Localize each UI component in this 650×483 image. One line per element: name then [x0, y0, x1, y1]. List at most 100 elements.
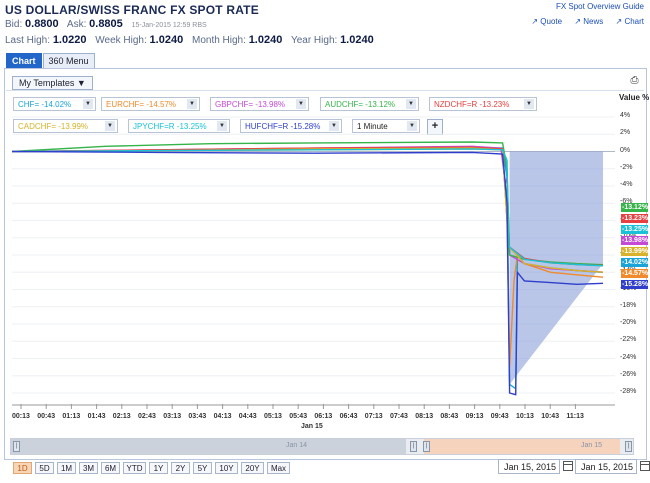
x-tick-label: 11:13 — [566, 413, 584, 420]
month-high-label: Month High: — [191, 35, 246, 46]
series-select-nzdchf[interactable]: NZDCHF=R -13.23% ▼ — [429, 97, 537, 111]
x-tick-label: 08:43 — [440, 413, 459, 420]
y-tick-label: 0% — [620, 146, 631, 154]
scroller-label-jan14: Jan 14 — [286, 442, 308, 449]
chevron-down-icon: ▼ — [105, 121, 115, 131]
date-from-input[interactable]: Jan 15, 2015 — [498, 459, 560, 474]
chart-icon: ↗ — [615, 17, 623, 26]
timestamp: 15-Jan-2015 12:59 RBS — [131, 22, 207, 29]
x-tick-label: 04:13 — [213, 413, 232, 420]
y-tick-label: -4% — [620, 181, 633, 188]
last-value-badge: -14.57% — [621, 269, 649, 278]
scroller-right-handle[interactable]: | — [423, 441, 430, 452]
scroller-history-region — [11, 439, 406, 454]
quote-link[interactable]: ↗ Quote — [531, 17, 562, 26]
guide-link[interactable]: FX Spot Overview Guide — [555, 2, 644, 11]
scroller-left-handle[interactable]: | — [410, 441, 417, 452]
x-tick-label: 02:43 — [138, 413, 156, 420]
range-button-1m[interactable]: 1M — [57, 462, 76, 474]
y-tick-label: -22% — [620, 336, 637, 344]
news-icon: ↗ — [574, 17, 582, 26]
range-button-2y[interactable]: 2Y — [171, 462, 190, 474]
calendar-icon[interactable] — [640, 461, 650, 471]
year-high-label: Year High: — [290, 35, 338, 46]
x-tick-label: 01:13 — [62, 413, 81, 420]
week-high-value: 1.0240 — [149, 34, 184, 46]
series-lines — [11, 141, 604, 396]
series-line-hufchfr — [11, 150, 604, 396]
x-tick-label: 09:13 — [465, 413, 484, 420]
series-select-chf[interactable]: CHF= -14.02% ▼ — [13, 97, 96, 111]
x-tick-label: 07:43 — [390, 413, 408, 420]
x-tick-label: 08:13 — [415, 413, 434, 420]
series-select-label: NZDCHF=R -13.23% — [434, 100, 510, 109]
scroller-left-end[interactable]: | — [13, 441, 20, 452]
range-button-3m[interactable]: 3M — [79, 462, 98, 474]
x-tick-label: 09:43 — [490, 413, 509, 420]
range-button-5d[interactable]: 5D — [35, 462, 54, 474]
series-select-label: JPYCHF=R -13.25% — [133, 122, 207, 131]
scroller-selected-region[interactable] — [424, 439, 620, 454]
template-bar: My Templates ▼ ⎙ — [6, 74, 644, 91]
series-select-audchf[interactable]: AUDCHF= -13.12% ▼ — [320, 97, 419, 111]
range-button-5y[interactable]: 5Y — [193, 462, 212, 474]
range-scroller[interactable]: | | | | Jan 14 Jan 15 — [10, 438, 634, 455]
quote-icon: ↗ — [531, 17, 539, 26]
y-tick-label: -24% — [620, 353, 637, 361]
range-button-1y[interactable]: 1Y — [149, 462, 168, 474]
y-tick-label: -6% — [620, 198, 633, 206]
series-select-label: HUFCHF=R -15.28% — [245, 122, 321, 131]
top-links: FX Spot Overview Guide ↗ Quote ↗ News ↗ … — [521, 2, 644, 26]
chevron-down-icon: ▼ — [296, 99, 306, 109]
y-tick-label: -2% — [620, 163, 633, 171]
news-link[interactable]: ↗ News — [574, 17, 603, 26]
calendar-icon[interactable] — [563, 461, 573, 471]
chart-link[interactable]: ↗ Chart — [616, 17, 645, 26]
last-value-badge: -15.28% — [621, 280, 649, 289]
y-tick-label: -28% — [620, 388, 637, 395]
range-button-6m[interactable]: 6M — [101, 462, 120, 474]
range-button-1d[interactable]: 1D — [13, 462, 32, 474]
series-select-eurchf[interactable]: EURCHF= -14.57% ▼ — [101, 97, 200, 111]
chevron-down-icon: ▼ — [217, 121, 227, 131]
printer-icon[interactable]: ⎙ — [630, 75, 639, 86]
date-to-input[interactable]: Jan 15, 2015 — [575, 459, 637, 474]
x-tick-label: 01:43 — [87, 413, 106, 420]
scroller-right-end[interactable]: | — [625, 441, 632, 452]
x-tick-label: 05:13 — [264, 413, 282, 420]
last-value-badge: -13.25% — [621, 225, 649, 234]
series-select-label: EURCHF= -14.57% — [106, 100, 177, 109]
date-label: Jan 15 — [301, 423, 323, 430]
x-tick-label: 07:13 — [364, 413, 383, 420]
last-high-value: 1.0220 — [52, 34, 87, 46]
series-line-jpychfr — [11, 148, 604, 267]
series-select-label: CHF= -14.02% — [18, 100, 72, 109]
interval-select[interactable]: 1 Minute ▼ — [352, 119, 420, 133]
series-select-cadchf[interactable]: CADCHF= -13.99% ▼ — [13, 119, 118, 133]
series-select-hufchf[interactable]: HUFCHF=R -15.28% ▼ — [240, 119, 342, 133]
x-tick-label: 06:13 — [314, 413, 333, 420]
x-tick-label: 00:13 — [12, 413, 30, 420]
range-button-10y[interactable]: 10Y — [215, 462, 238, 474]
range-button-20y[interactable]: 20Y — [241, 462, 264, 474]
series-select-jpychf[interactable]: JPYCHF=R -13.25% ▼ — [128, 119, 230, 133]
range-button-max[interactable]: Max — [267, 462, 290, 474]
chevron-down-icon: ▼ — [407, 121, 417, 131]
y-tick-label: -18% — [620, 301, 637, 309]
x-tick-label: 03:13 — [163, 413, 182, 420]
range-button-ytd[interactable]: YTD — [123, 462, 146, 474]
chevron-down-icon: ▼ — [329, 121, 339, 131]
series-select-label: AUDCHF= -13.12% — [325, 100, 396, 109]
x-tick-label: 05:43 — [289, 413, 308, 420]
x-tick-label: 02:13 — [112, 413, 131, 420]
x-tick-label: 10:13 — [516, 413, 534, 420]
interval-label: 1 Minute — [357, 122, 388, 131]
last-value-badge: -13.99% — [621, 247, 649, 256]
y-tick-label: 2% — [620, 129, 631, 137]
series-select-gbpchf[interactable]: GBPCHF= -13.98% ▼ — [210, 97, 309, 111]
y-tick-label: 4% — [620, 112, 631, 119]
ask-label: Ask: — [66, 19, 87, 30]
my-templates-button[interactable]: My Templates ▼ — [12, 76, 93, 90]
x-tick-label: 04:43 — [238, 413, 257, 420]
